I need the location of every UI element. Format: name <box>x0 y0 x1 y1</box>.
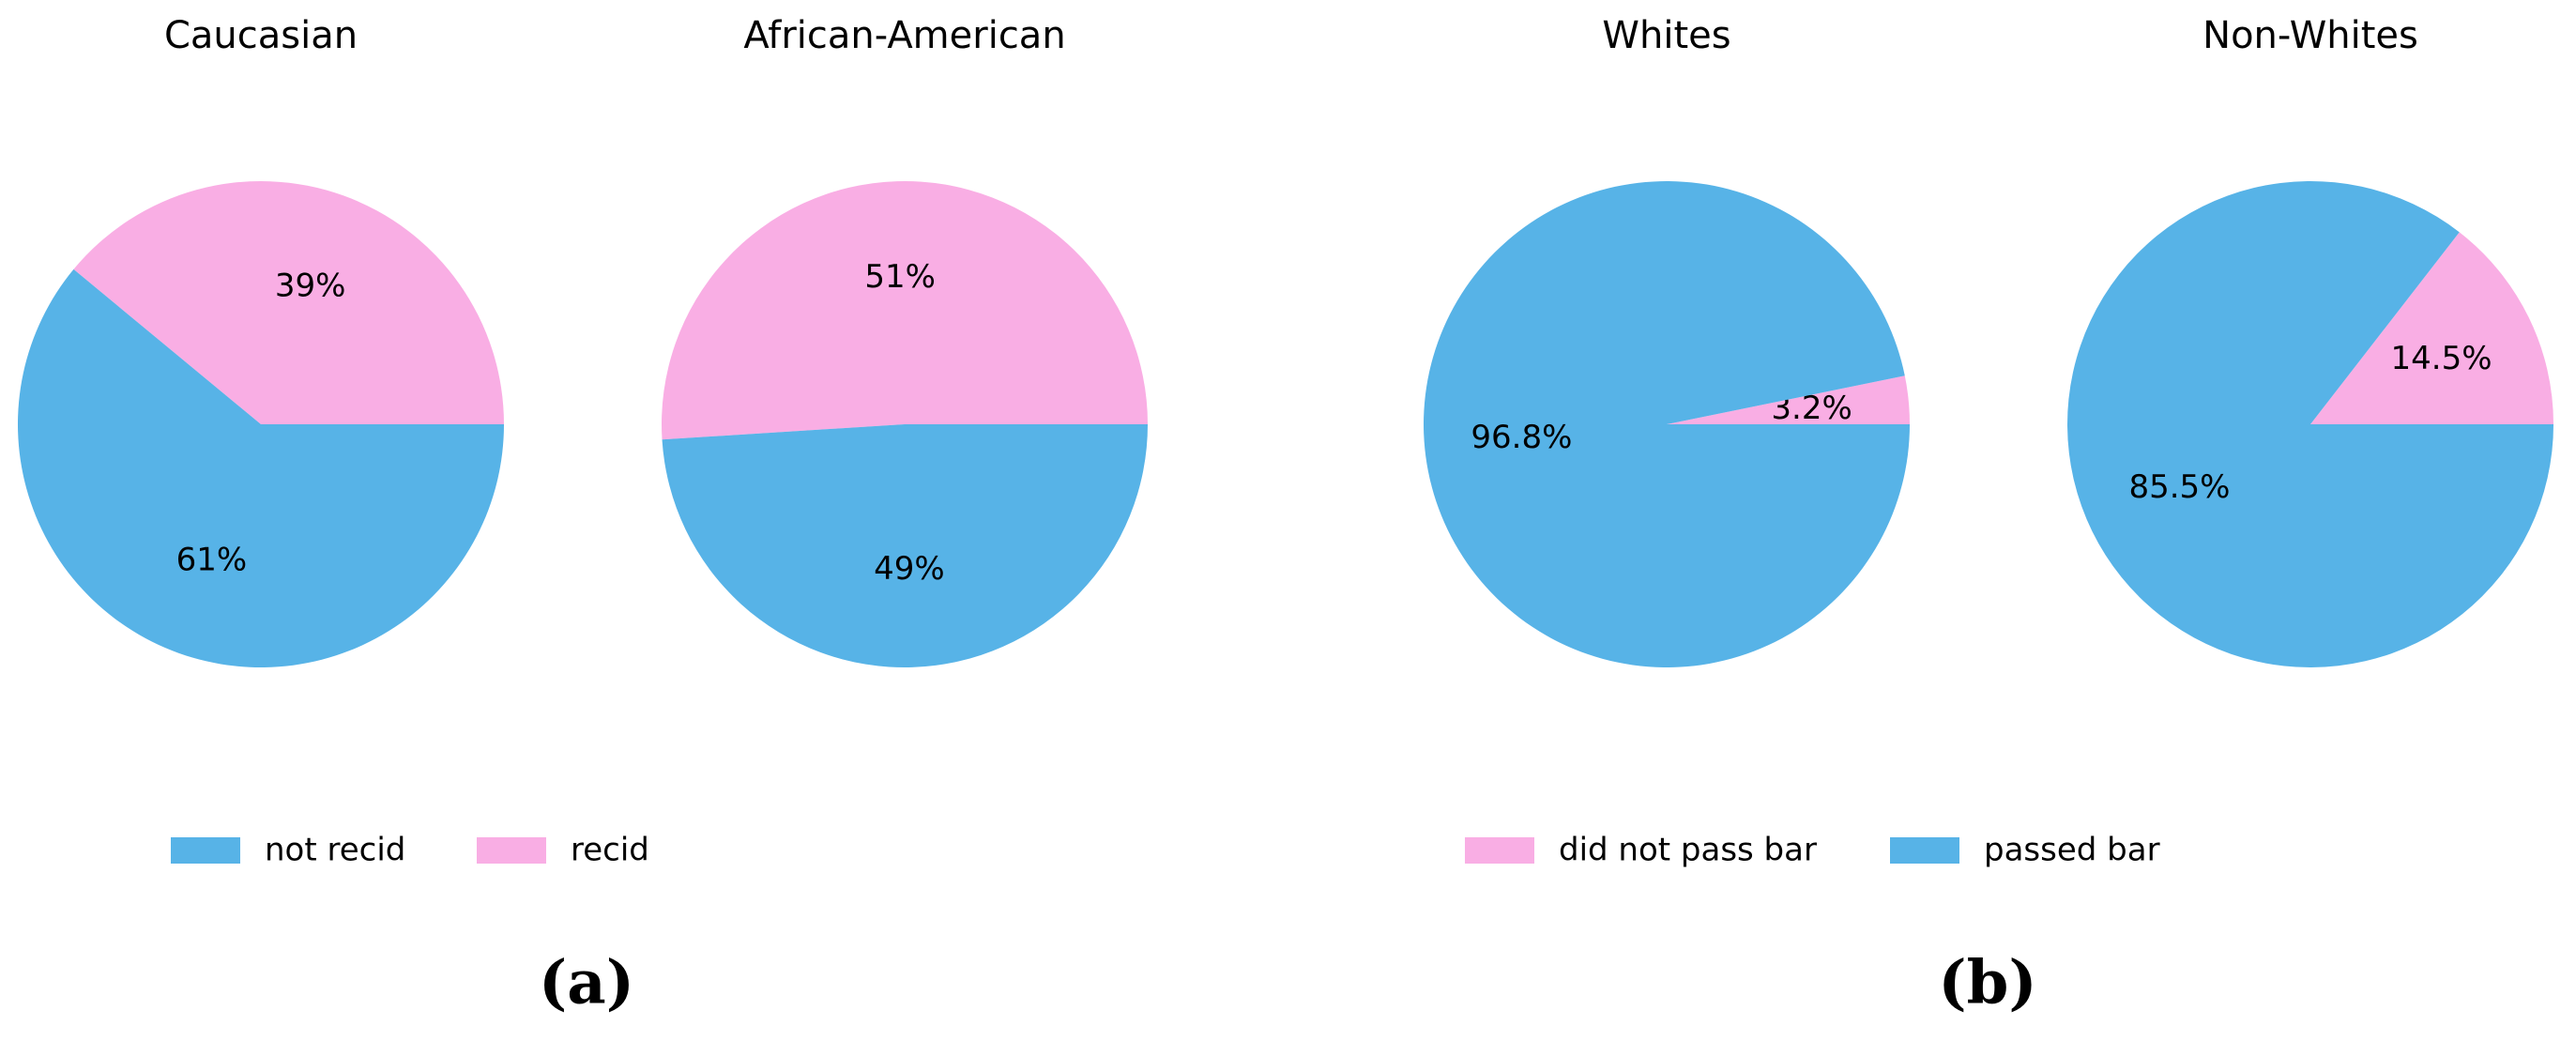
legend-label: did not pass bar <box>1559 832 1817 869</box>
pie-slice <box>2066 181 2553 668</box>
slice-label: 96.8% <box>1471 419 1572 456</box>
pie-slice <box>73 180 504 424</box>
pie-slice <box>661 181 1148 440</box>
legend-label: recid <box>571 832 649 869</box>
chart-title: African-American <box>743 14 1065 57</box>
chart-title: Non-Whites <box>2203 14 2418 57</box>
chart-title: Whites <box>1602 14 1730 57</box>
slice-label: 61% <box>176 542 248 579</box>
legend-swatch <box>1890 837 1959 864</box>
legend-swatch <box>171 837 240 864</box>
slice-label: 85.5% <box>2128 468 2230 506</box>
pie-slice <box>17 268 504 668</box>
legend-label: not recid <box>265 832 405 869</box>
legend-label: passed bar <box>1984 832 2160 869</box>
pie-slice <box>1667 375 1910 424</box>
panel-label: (b) <box>1938 948 2036 1018</box>
slice-label: 51% <box>864 258 936 296</box>
pie-slice <box>1424 180 1911 667</box>
legend-swatch <box>1465 837 1534 864</box>
pie-slice <box>2310 232 2553 424</box>
slice-label: 14.5% <box>2391 340 2492 377</box>
slice-label: 39% <box>275 267 346 304</box>
chart-title: Caucasian <box>164 14 358 57</box>
legend-swatch <box>477 837 546 864</box>
panel-label: (a) <box>539 948 634 1018</box>
pie-slice <box>662 424 1148 668</box>
slice-label: 49% <box>874 550 945 588</box>
